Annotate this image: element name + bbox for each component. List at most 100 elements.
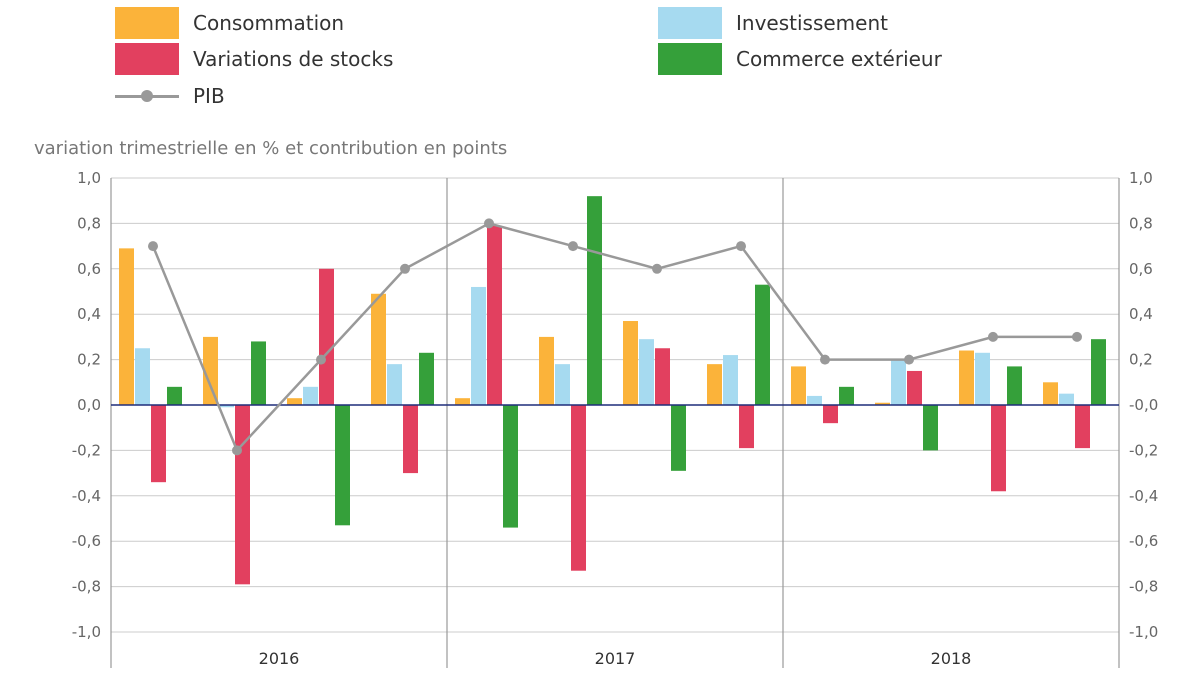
legend-label-investissement: Investissement (736, 11, 888, 35)
pib-point (736, 241, 746, 252)
y-tick-label: -0,6 (72, 532, 101, 550)
bar-variations (655, 348, 670, 405)
x-category-label: 2016 (259, 649, 300, 668)
bar-commerce (335, 405, 350, 526)
legend-item-commerce: Commerce extérieur (658, 41, 942, 77)
y-tick-label: -0,2 (72, 441, 101, 459)
y-tick-label-right: -1,0 (1129, 623, 1158, 641)
bar-commerce (1091, 339, 1106, 405)
bar-variations (991, 405, 1006, 492)
y-tick-label-right: -0,8 (1129, 578, 1158, 596)
pib-point (820, 354, 830, 365)
bar-variations (403, 405, 418, 474)
pib-point (484, 218, 494, 229)
y-tick-label-right: 0,6 (1129, 260, 1153, 278)
bar-consommation (875, 402, 890, 405)
bar-consommation (791, 366, 806, 405)
bar-commerce (755, 284, 770, 405)
y-tick-label-right: 0,4 (1129, 305, 1153, 323)
bar-consommation (623, 321, 638, 405)
legend-swatch-consommation (115, 7, 179, 39)
bar-investissement (471, 286, 486, 405)
legend-swatch-investissement (658, 7, 722, 39)
y-tick-label-right: -0,0 (1129, 396, 1158, 414)
y-tick-label-right: -0,2 (1129, 441, 1158, 459)
y-tick-label-right: 1,0 (1129, 169, 1153, 187)
bar-variations (907, 370, 922, 405)
bar-investissement (303, 386, 318, 405)
bar-variations (487, 225, 502, 405)
legend-swatch-pib (115, 80, 179, 112)
bar-investissement (555, 364, 570, 405)
bar-consommation (287, 398, 302, 405)
y-tick-label: -0,4 (72, 487, 101, 505)
y-tick-label: 1,0 (77, 169, 101, 187)
legend-label-commerce: Commerce extérieur (736, 47, 942, 71)
bar-investissement (975, 352, 990, 405)
chart-legend: Consommation Variations de stocks PIB In… (0, 0, 1200, 120)
pib-point (568, 241, 578, 252)
bar-consommation (1043, 382, 1058, 405)
bar-commerce (167, 386, 182, 405)
bar-variations (319, 268, 334, 405)
bar-consommation (707, 364, 722, 405)
bar-variations (823, 405, 838, 424)
pib-point (400, 263, 410, 274)
x-category-label: 2017 (595, 649, 636, 668)
y-tick-label-right: 0,8 (1129, 214, 1153, 232)
legend-item-investissement: Investissement (658, 5, 888, 41)
bar-consommation (455, 398, 470, 405)
pib-line (151, 222, 1077, 453)
bar-investissement (387, 364, 402, 405)
legend-label-pib: PIB (193, 84, 225, 108)
bar-commerce (671, 405, 686, 471)
legend-label-consommation: Consommation (193, 11, 345, 35)
pib-point (904, 354, 914, 365)
legend-label-variations: Variations de stocks (193, 47, 394, 71)
y-tick-label-right: -0,6 (1129, 532, 1158, 550)
bar-investissement (723, 355, 738, 405)
pib-point (652, 263, 662, 274)
bar-commerce (839, 386, 854, 405)
bar-commerce (503, 405, 518, 528)
bar-variations (151, 405, 166, 483)
bar-investissement (807, 395, 822, 405)
bar-variations (235, 405, 250, 585)
bar-investissement (135, 348, 150, 405)
bar-consommation (203, 336, 218, 405)
pib-point (232, 445, 242, 456)
bar-commerce (251, 341, 266, 405)
y-tick-label: 0,8 (77, 214, 101, 232)
bar-commerce (1007, 366, 1022, 405)
bar-commerce (923, 405, 938, 451)
y-tick-label: -0,8 (72, 578, 101, 596)
bar-consommation (959, 350, 974, 405)
legend-item-consommation: Consommation (115, 5, 344, 41)
y-tick-label-right: -0,4 (1129, 487, 1158, 505)
y-tick-label: 0,0 (77, 396, 101, 414)
pib-point (148, 241, 158, 252)
y-axis-unit-label: variation trimestrielle en % et contribu… (34, 138, 508, 159)
bar-investissement (219, 405, 234, 408)
x-category-label: 2018 (931, 649, 972, 668)
bar-commerce (419, 352, 434, 405)
pib-point (1072, 331, 1082, 342)
pib-point (988, 331, 998, 342)
bar-consommation (371, 293, 386, 405)
bar-variations (1075, 405, 1090, 449)
y-tick-label: 0,6 (77, 260, 101, 278)
y-tick-label: 0,4 (77, 305, 101, 323)
bar-variations (571, 405, 586, 571)
y-tick-label: -1,0 (72, 623, 101, 641)
legend-swatch-commerce (658, 43, 722, 75)
legend-item-variations: Variations de stocks (115, 41, 393, 77)
bar-consommation (119, 248, 134, 405)
bar-variations (739, 405, 754, 449)
bar-investissement (1059, 393, 1074, 405)
bar-commerce (587, 196, 602, 405)
y-tick-label-right: 0,2 (1129, 351, 1153, 369)
pib-point (316, 354, 326, 365)
bar-consommation (539, 336, 554, 405)
y-tick-label: 0,2 (77, 351, 101, 369)
